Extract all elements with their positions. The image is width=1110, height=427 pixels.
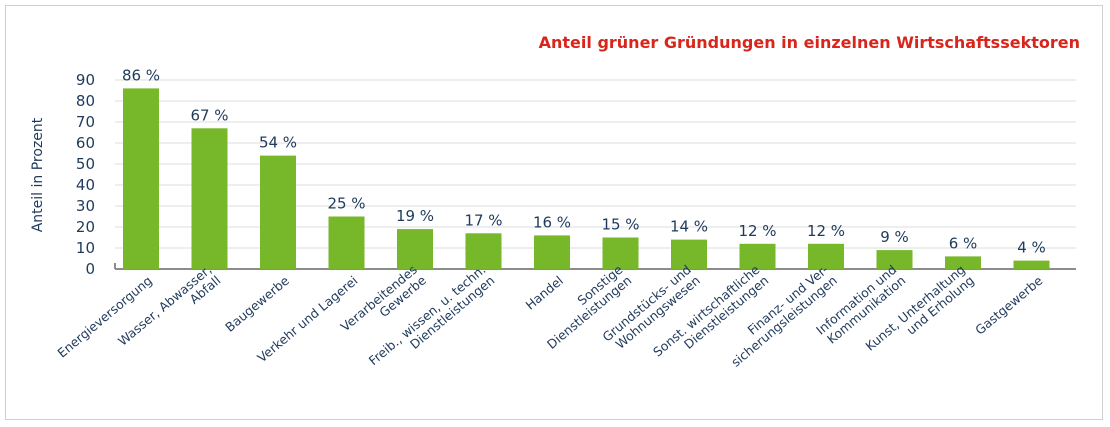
data-label: 19 % [396,207,434,225]
bar [808,243,844,269]
bar [397,229,433,269]
x-tick-label: Wasser, Abwasser,Abfall [115,262,223,360]
y-tick-label: 30 [76,197,95,215]
data-label: 67 % [190,106,228,124]
bar [465,233,502,269]
x-tick-label-line: Handel [523,273,566,313]
x-tick-label: Handel [523,273,566,313]
y-tick-label: 70 [76,113,95,131]
data-label: 17 % [464,211,502,229]
data-label: 16 % [533,213,571,231]
x-tick-label-line: Gastgewerbe [972,273,1046,338]
x-tick-label-line: Baugewerbe [222,273,292,335]
data-label: 12 % [738,222,776,240]
bar [739,243,776,269]
bar [1013,260,1050,269]
y-tick-label: 90 [76,71,95,89]
y-tick-label: 40 [76,176,95,194]
y-tick-label: 50 [76,155,95,173]
x-tick-label: Baugewerbe [222,273,292,335]
y-tick-label: 10 [76,239,95,257]
chart-title: Anteil grüner Gründungen in einzelnen Wi… [539,33,1080,52]
y-tick-label: 60 [76,134,95,152]
data-label: 86 % [122,66,160,84]
data-label: 54 % [259,134,297,152]
data-label: 9 % [880,228,909,246]
bar [945,256,981,269]
data-label: 25 % [327,195,365,213]
bar [191,128,228,269]
bar [671,239,707,269]
y-axis-label: Anteil in Prozent [30,117,46,232]
bar [534,235,570,269]
data-label: 15 % [601,216,639,234]
data-label: 4 % [1017,239,1046,257]
x-tick-label: Gastgewerbe [972,273,1046,338]
y-tick-label: 0 [85,260,95,278]
data-label: 14 % [670,218,708,236]
data-label: 12 % [807,222,845,240]
bar [328,216,365,269]
bar [260,155,296,269]
data-label: 6 % [949,234,978,252]
y-tick-label: 20 [76,218,95,236]
bar [602,237,639,269]
y-tick-label: 80 [76,92,95,110]
bar [876,250,913,269]
chart-frame [5,5,1103,420]
bar [123,88,159,270]
